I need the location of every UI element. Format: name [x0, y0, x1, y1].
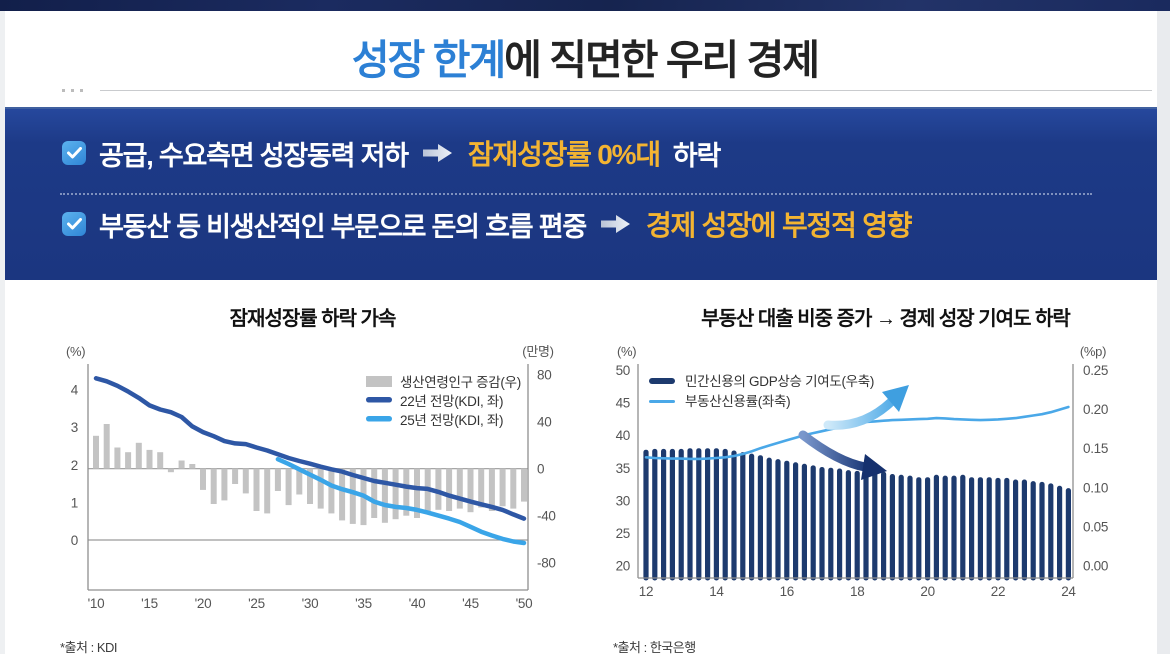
- divider-dots: [62, 89, 83, 92]
- real-estate-credit-chart: 50 45 40 35 30 25 20 0.25 0.20 0.15 0.10 0.05 0.00 12…: [616, 344, 1109, 599]
- svg-text:0: 0: [537, 462, 544, 477]
- svg-text:0: 0: [71, 533, 78, 548]
- chart1-source: *출처 : KDI: [60, 640, 118, 654]
- line-series-1: [275, 456, 527, 546]
- chart2-source: *출처 : 한국은행: [613, 640, 696, 654]
- banner-dotted-divider: [60, 193, 1092, 195]
- checkbox-icon: [62, 212, 86, 236]
- svg-text:0.05: 0.05: [1083, 520, 1108, 535]
- key-points-banner: 공급, 수요측면 성장동력 저하 잠재성장률 0%대 하락 부동산 등 비생산적…: [5, 107, 1157, 280]
- svg-text:'20: '20: [195, 596, 212, 611]
- svg-text:40: 40: [616, 428, 630, 443]
- svg-text:(%p): (%p): [1080, 344, 1106, 359]
- svg-text:-80: -80: [537, 556, 556, 571]
- svg-text:40: 40: [537, 415, 551, 430]
- potential-growth-chart: 4 3 2 1 0 80 40 0 -40 -80 '10 '15 '20 '25 '30 '35 '40 '45…: [66, 344, 556, 611]
- svg-text:생산연령인구 증감(우): 생산연령인구 증감(우): [400, 375, 521, 390]
- svg-text:(%): (%): [66, 344, 85, 359]
- right-arrow-icon: [422, 144, 452, 162]
- svg-text:45: 45: [616, 395, 630, 410]
- legend: 민간신용의 GDP상승 기여도(우축) 부동산신용률(좌축): [649, 374, 874, 409]
- svg-text:3: 3: [71, 420, 78, 435]
- svg-text:0.00: 0.00: [1083, 559, 1108, 574]
- right-edge: [1157, 11, 1170, 654]
- svg-text:'25: '25: [248, 596, 265, 611]
- chart1-title: 잠재성장률 하락 가속: [229, 308, 397, 330]
- top-accent-bar: [0, 0, 1170, 11]
- key-point-1-tail: 하락: [672, 140, 721, 171]
- svg-text:1: 1: [71, 495, 78, 510]
- svg-text:25년 전망(KDI, 좌): 25년 전망(KDI, 좌): [400, 413, 503, 428]
- svg-text:16: 16: [780, 584, 794, 599]
- svg-text:20: 20: [616, 559, 630, 574]
- svg-text:30: 30: [616, 493, 630, 508]
- svg-text:12: 12: [639, 584, 653, 599]
- chart2-title: 부동산 대출 비중 증가 → 경제 성장 기여도 하락: [701, 308, 1071, 330]
- key-point-1-emphasis: 잠재성장률 0%대: [467, 139, 661, 170]
- up-trend-arrow: [823, 385, 909, 430]
- svg-text:80: 80: [537, 368, 551, 383]
- potential-growth-chart-card: 잠재성장률 하락 가속 4 3 2 1 0 80 40 0 -40 -80 '10 '15 '20 '25…: [60, 302, 565, 654]
- svg-text:0.20: 0.20: [1083, 402, 1108, 417]
- svg-text:0.25: 0.25: [1083, 363, 1108, 378]
- svg-text:22년 전망(KDI, 좌): 22년 전망(KDI, 좌): [400, 394, 503, 409]
- svg-text:50: 50: [616, 363, 630, 378]
- svg-text:25: 25: [616, 526, 630, 541]
- page-title: 성장 한계에 직면한 우리 경제: [0, 26, 1170, 86]
- bars-private-credit-contribution: [643, 448, 1071, 581]
- real-estate-credit-chart-card: 부동산 대출 비중 증가 → 경제 성장 기여도 하락 50 45 40 35 30 25…: [613, 302, 1158, 654]
- svg-text:'30: '30: [302, 596, 319, 611]
- left-edge: [0, 11, 5, 654]
- svg-text:35: 35: [616, 461, 630, 476]
- svg-text:'15: '15: [141, 596, 158, 611]
- svg-text:22: 22: [991, 584, 1005, 599]
- svg-text:-40: -40: [537, 509, 556, 524]
- key-point-2: 부동산 등 비생산적인 부문으로 돈의 흐름 편중 경제 성장에 부정적 영향: [62, 204, 924, 244]
- svg-text:'45: '45: [462, 596, 479, 611]
- page-title-rest: 에 직면한 우리 경제: [504, 37, 820, 83]
- svg-text:0.10: 0.10: [1083, 480, 1108, 495]
- svg-text:(만명): (만명): [522, 344, 553, 359]
- svg-text:20: 20: [920, 584, 934, 599]
- svg-text:부동산신용률(좌축): 부동산신용률(좌축): [685, 394, 790, 409]
- legend: 생산연령인구 증감(우) 22년 전망(KDI, 좌) 25년 전망(KDI, 좌): [366, 375, 521, 428]
- line-series-0: [93, 376, 527, 521]
- svg-text:4: 4: [71, 383, 79, 398]
- divider-line: [100, 90, 1152, 91]
- down-trend-arrow: [798, 430, 887, 480]
- right-arrow-icon: [600, 215, 630, 233]
- svg-text:'10: '10: [88, 596, 105, 611]
- key-point-2-emphasis: 경제 성장에 부정적 영향: [645, 210, 913, 241]
- checkbox-icon: [62, 141, 86, 165]
- svg-text:(%): (%): [617, 344, 636, 359]
- key-point-2-text: 부동산 등 비생산적인 부문으로 돈의 흐름 편중: [99, 211, 587, 242]
- svg-text:14: 14: [709, 584, 724, 599]
- svg-text:'50: '50: [516, 596, 533, 611]
- svg-text:0.15: 0.15: [1083, 441, 1108, 456]
- key-point-1-text: 공급, 수요측면 성장동력 저하: [99, 140, 409, 171]
- svg-text:'35: '35: [355, 596, 372, 611]
- svg-text:'40: '40: [409, 596, 426, 611]
- svg-text:24: 24: [1061, 584, 1076, 599]
- svg-text:민간신용의 GDP상승 기여도(우축): 민간신용의 GDP상승 기여도(우축): [685, 374, 874, 389]
- svg-text:18: 18: [850, 584, 864, 599]
- page-title-highlight: 성장 한계: [351, 37, 506, 83]
- key-point-1: 공급, 수요측면 성장동력 저하 잠재성장률 0%대 하락: [62, 133, 721, 173]
- svg-text:2: 2: [71, 458, 78, 473]
